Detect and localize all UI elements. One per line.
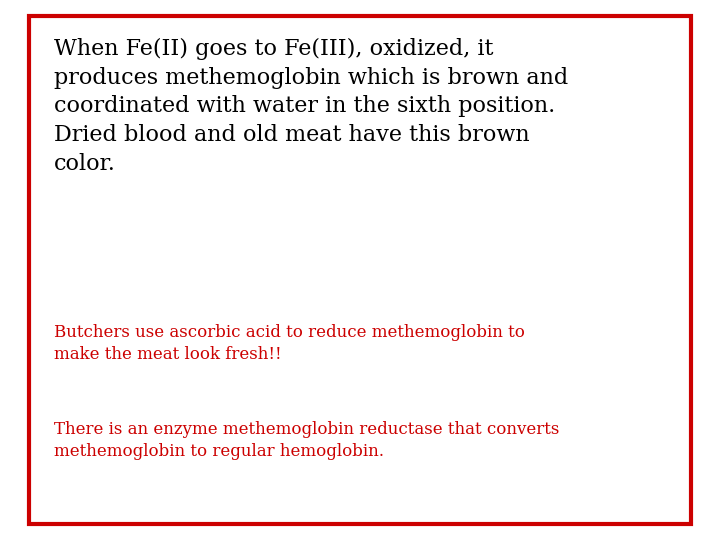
Text: When Fe(II) goes to Fe(III), oxidized, it
produces methemoglobin which is brown : When Fe(II) goes to Fe(III), oxidized, i… [54,38,568,175]
FancyBboxPatch shape [29,16,691,524]
Text: Butchers use ascorbic acid to reduce methemoglobin to
make the meat look fresh!!: Butchers use ascorbic acid to reduce met… [54,324,525,363]
Text: There is an enzyme methemoglobin reductase that converts
methemoglobin to regula: There is an enzyme methemoglobin reducta… [54,421,559,461]
